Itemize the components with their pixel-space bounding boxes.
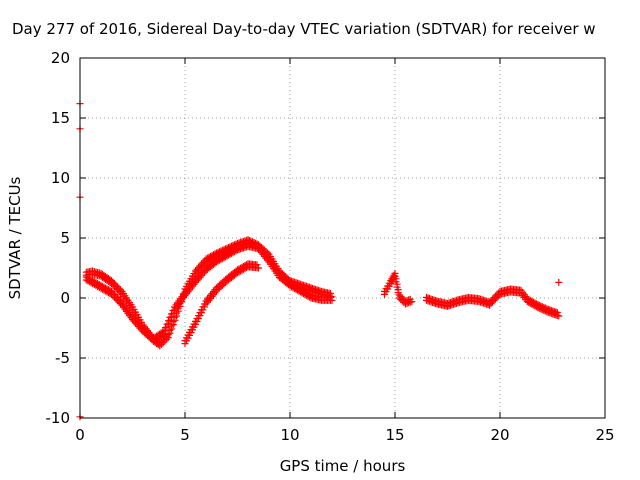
y-tick-label: 15 — [51, 109, 70, 127]
data-point — [327, 293, 334, 301]
data-point — [292, 282, 300, 290]
data-point — [532, 300, 540, 308]
data-point — [105, 286, 112, 294]
data-point — [103, 285, 111, 293]
data-point — [111, 290, 118, 298]
data-point — [297, 285, 304, 293]
data-point — [397, 293, 405, 300]
x-axis-label: GPS time / hours — [280, 457, 406, 475]
chart-title: Day 277 of 2016, Sidereal Day-to-day VTE… — [12, 20, 596, 38]
data-point — [114, 294, 121, 302]
data-point — [295, 284, 303, 292]
x-tick-label: 25 — [595, 426, 614, 444]
data-point — [102, 284, 109, 292]
data-point — [538, 303, 546, 311]
data-point — [111, 280, 118, 288]
data-point — [531, 299, 539, 307]
data-point — [304, 289, 312, 297]
data-point — [129, 313, 136, 321]
y-tick-label: -5 — [55, 349, 70, 367]
data-point — [130, 314, 138, 322]
x-tick-label: 5 — [180, 426, 190, 444]
axis-ticks: 0 5 10 15 20 25 -10 -5 0 5 10 15 20 — [46, 49, 615, 444]
data-point — [523, 295, 531, 303]
data-point — [115, 295, 123, 303]
data-point — [328, 296, 336, 304]
data-point — [540, 303, 548, 311]
data-point — [298, 286, 306, 294]
data-point — [255, 264, 262, 272]
data-point — [112, 292, 120, 300]
data-point — [541, 304, 549, 312]
data-point — [391, 269, 399, 277]
data-point — [534, 301, 542, 309]
data-point — [169, 318, 177, 326]
plot-frame — [79, 57, 606, 419]
data-point — [306, 290, 313, 298]
data-point — [97, 281, 105, 289]
data-point — [529, 298, 537, 306]
data-point — [301, 288, 309, 296]
data-point — [395, 291, 403, 299]
data-point — [108, 277, 115, 285]
data-point — [393, 280, 401, 288]
data-point — [288, 280, 295, 288]
data-point — [286, 279, 294, 287]
data-point — [135, 319, 142, 327]
data-point — [300, 287, 307, 295]
data-point — [528, 297, 536, 305]
data-point — [99, 282, 106, 290]
y-tick-label: 10 — [51, 169, 70, 187]
data-point — [108, 287, 115, 295]
data-point — [398, 294, 406, 302]
data-point — [138, 323, 145, 331]
x-tick-label: 15 — [385, 426, 404, 444]
grid-layer — [80, 58, 605, 418]
data-point — [543, 305, 551, 313]
y-tick-label: -10 — [46, 409, 71, 427]
y-tick-label: 0 — [60, 289, 70, 307]
data-point — [555, 278, 563, 286]
data-point — [408, 298, 416, 306]
x-tick-label: 0 — [75, 426, 85, 444]
data-point — [289, 281, 297, 289]
x-tick-label: 20 — [490, 426, 509, 444]
data-point — [253, 261, 261, 269]
data-point — [291, 282, 298, 290]
data-point — [136, 321, 144, 329]
data-point — [392, 275, 400, 283]
data-point — [109, 278, 117, 286]
data-point — [537, 302, 545, 310]
data-point — [117, 297, 124, 305]
data-point — [100, 283, 108, 291]
data-point — [394, 286, 402, 294]
y-axis-label: SDTVAR / TECUs — [6, 176, 24, 299]
data-point — [117, 286, 124, 294]
y-tick-label: 20 — [51, 49, 70, 67]
data-point — [294, 283, 301, 291]
data-point — [109, 289, 117, 297]
data-point — [133, 318, 141, 326]
data-point — [526, 296, 534, 304]
data-point — [114, 283, 121, 291]
data-point — [525, 295, 533, 303]
data-point — [555, 312, 563, 320]
y-tick-label: 5 — [60, 229, 70, 247]
data-point — [535, 301, 543, 309]
data-point — [303, 288, 310, 296]
data-point — [553, 308, 561, 316]
x-tick-label: 10 — [280, 426, 299, 444]
data-point — [115, 284, 123, 292]
data-point — [132, 316, 139, 324]
data-point — [112, 281, 120, 289]
data-points — [76, 100, 563, 421]
